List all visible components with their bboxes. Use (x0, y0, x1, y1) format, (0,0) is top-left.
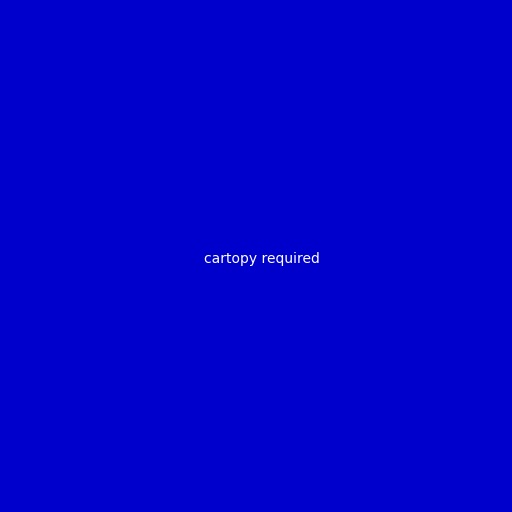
Text: cartopy required: cartopy required (204, 251, 321, 266)
